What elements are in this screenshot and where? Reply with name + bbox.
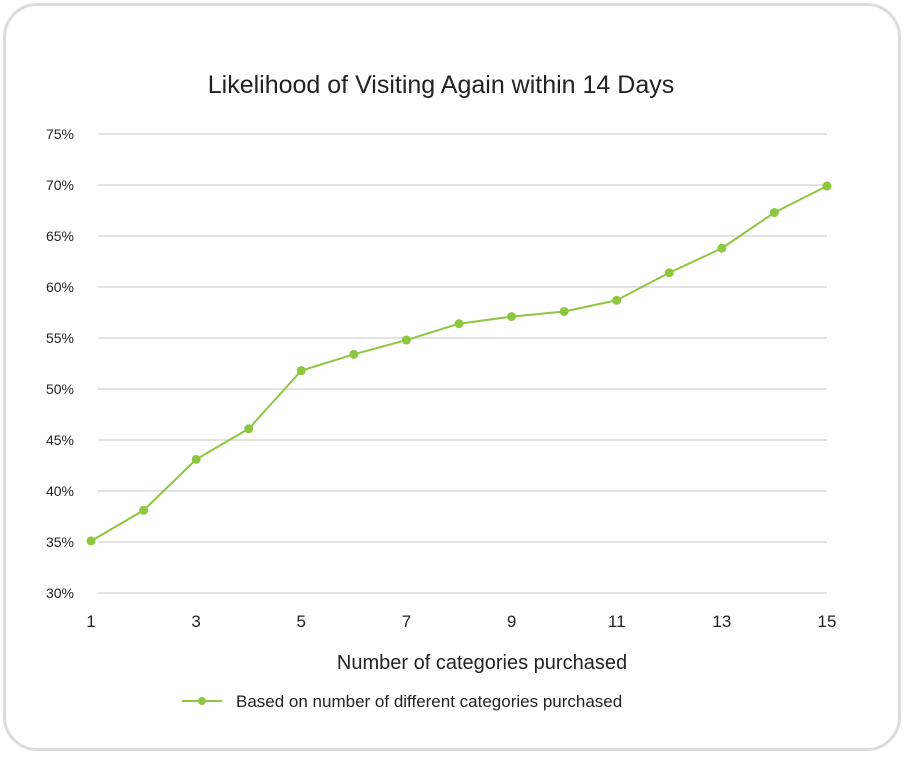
data-point-6 — [349, 349, 359, 359]
data-point-3 — [191, 454, 201, 464]
chart-title: Likelihood of Visiting Again within 14 D… — [208, 71, 675, 99]
legend: Based on number of different categories … — [182, 692, 622, 711]
series-lines — [86, 181, 832, 546]
data-point-11 — [612, 295, 622, 305]
x-tick-label: 15 — [818, 612, 837, 631]
y-tick-label: 45% — [46, 432, 74, 448]
x-tick-label: 3 — [191, 612, 200, 631]
data-point-4 — [244, 424, 254, 434]
data-point-12 — [664, 268, 674, 278]
data-point-5 — [296, 366, 306, 376]
y-tick-label: 35% — [46, 534, 74, 550]
x-tick-label: 9 — [507, 612, 516, 631]
legend-entry: Based on number of different categories … — [236, 692, 622, 711]
data-point-9 — [507, 312, 517, 322]
x-tick-label: 13 — [712, 612, 731, 631]
data-point-2 — [139, 505, 149, 515]
y-tick-label: 50% — [46, 381, 74, 397]
y-tick-label: 75% — [46, 126, 74, 142]
x-axis-label: Number of categories purchased — [337, 652, 627, 674]
data-point-8 — [454, 319, 464, 329]
y-tick-label: 70% — [46, 177, 74, 193]
x-tick-label: 1 — [86, 612, 95, 631]
chart-frame — [3, 3, 901, 751]
legend-swatch-marker — [198, 697, 206, 705]
data-point-15 — [822, 181, 832, 191]
y-tick-label: 65% — [46, 228, 74, 244]
x-axis-ticks: 1 3 5 7 9 11 13 15 — [86, 612, 836, 631]
gridlines — [98, 133, 827, 594]
data-point-1 — [86, 536, 96, 546]
y-tick-label: 30% — [46, 585, 74, 601]
y-tick-label: 60% — [46, 279, 74, 295]
x-tick-label: 7 — [402, 612, 411, 631]
y-tick-label: 55% — [46, 330, 74, 346]
data-point-10 — [559, 306, 569, 316]
x-tick-label: 5 — [297, 612, 306, 631]
series-line-0 — [90, 185, 828, 542]
x-tick-label: 11 — [608, 612, 626, 631]
y-tick-label: 40% — [46, 483, 74, 499]
data-point-13 — [717, 243, 727, 253]
data-point-7 — [401, 335, 411, 345]
data-point-14 — [769, 208, 779, 218]
y-axis-ticks: 30% 35% 40% 45% 50% 55% 60% 65% 70% 75% — [46, 126, 74, 601]
